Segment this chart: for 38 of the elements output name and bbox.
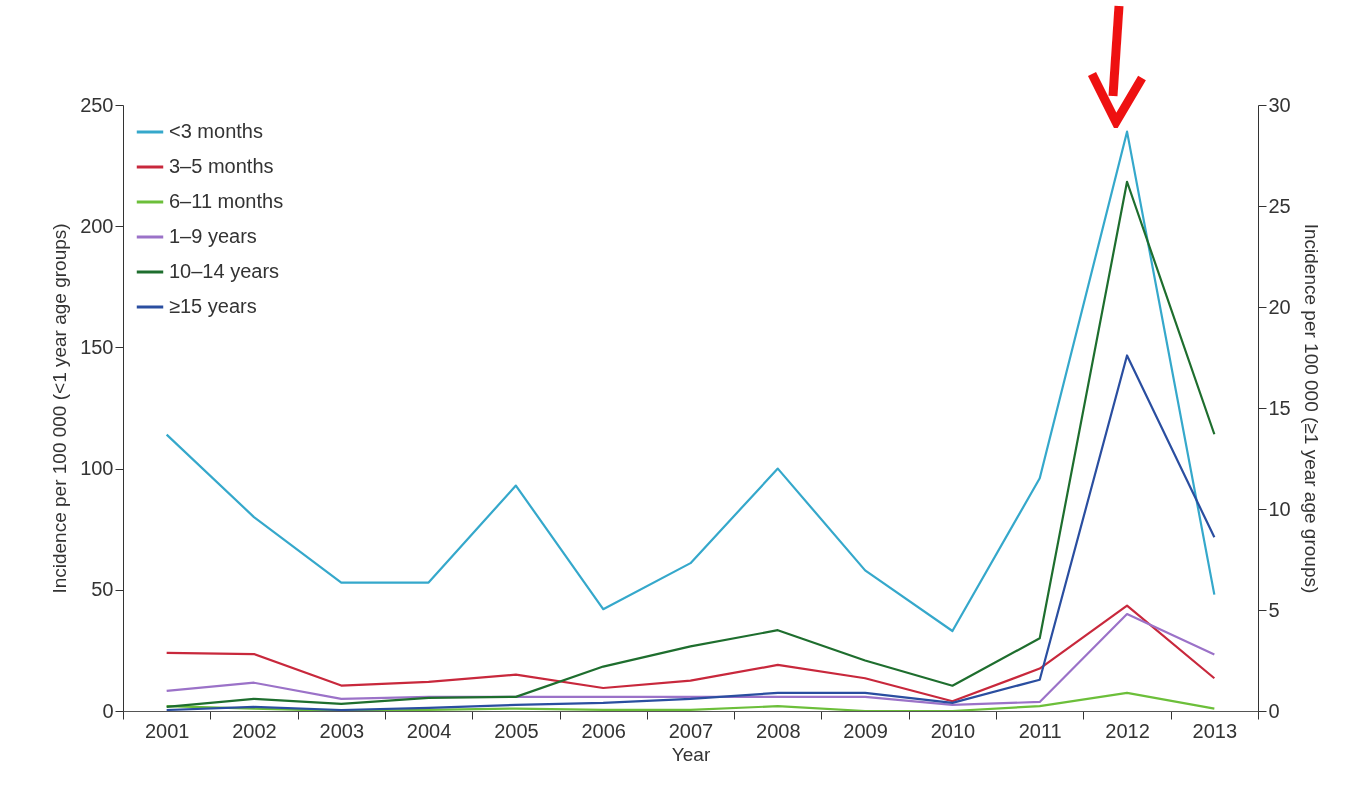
legend-label: 10–14 years: [169, 260, 280, 282]
y2-axis-title: Incidence per 100 000 (≥1 year age groups): [1300, 223, 1322, 594]
y2-tick-label: 0: [1268, 699, 1280, 722]
x-tick-label: 2007: [668, 719, 714, 742]
y2-tick-label: 5: [1268, 598, 1280, 621]
y-tick-label: 250: [80, 93, 114, 116]
legend-label: 6–11 months: [169, 190, 284, 212]
x-tick-label: 2003: [319, 719, 365, 742]
y-tick-label: 200: [80, 214, 114, 237]
y-tick-label: 100: [80, 457, 114, 480]
legend-label: 1–9 years: [169, 225, 257, 247]
y2-tick-label: 20: [1268, 295, 1291, 318]
x-axis-title: Year: [671, 743, 711, 765]
x-tick-label: 2008: [756, 719, 801, 742]
line-series: [165, 354, 1216, 711]
x-tick-label: 2012: [1105, 719, 1150, 742]
y2-tick-label: 30: [1268, 93, 1291, 116]
line-series: [165, 180, 1216, 709]
x-tick-label: 2001: [144, 719, 190, 742]
y-tick-label: 150: [80, 335, 114, 358]
legend-label: ≥15 years: [169, 295, 257, 317]
y-tick-label: 0: [102, 699, 114, 722]
y2-tick-label: 15: [1268, 396, 1291, 419]
y2-tick-label: 10: [1268, 497, 1291, 520]
x-tick-label: 2009: [843, 719, 888, 742]
legend-label: 3–5 months: [169, 155, 274, 177]
line-series: [165, 691, 1216, 711]
x-tick-label: 2006: [581, 719, 626, 742]
x-tick-label: 2005: [494, 719, 539, 742]
y2-tick-label: 25: [1268, 194, 1291, 217]
x-tick-label: 2002: [232, 719, 277, 742]
x-tick-label: 2004: [406, 719, 452, 742]
y-axis-title: Incidence per 100 000 (<1 year age groups): [49, 223, 71, 594]
x-tick-label: 2010: [930, 719, 976, 742]
legend-label: <3 months: [169, 120, 263, 142]
y-tick-label: 50: [91, 578, 114, 601]
x-tick-label: 2013: [1192, 719, 1238, 742]
x-tick-label: 2011: [1018, 719, 1062, 742]
